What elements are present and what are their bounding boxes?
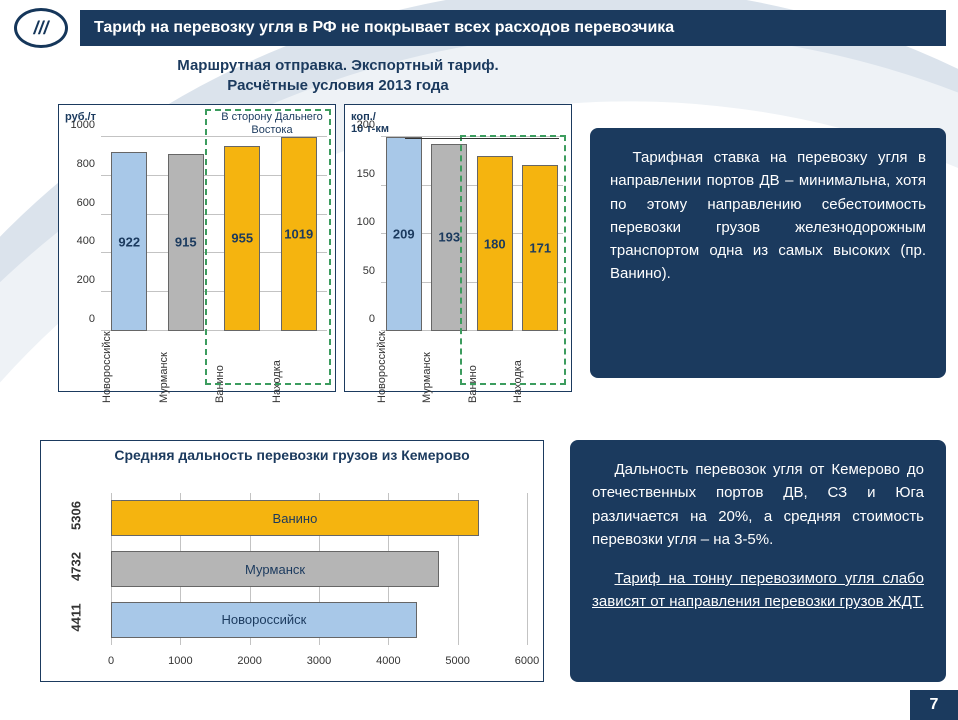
logo-icon: /// — [14, 8, 68, 48]
page-title: Тариф на перевозку угля в РФ не покрывае… — [80, 10, 946, 46]
bar-Находка: 171 — [522, 165, 558, 331]
bar-Находка: 1019 — [281, 137, 317, 331]
chart-tariff-kop-per-10tkm: коп./ 10 т-км 050100150200209193180171 Н… — [344, 104, 572, 392]
section-title: Маршрутная отправка. Экспортный тариф. Р… — [118, 56, 558, 97]
annotation-text-2b: Тариф на тонну перевозимого угля слабо з… — [592, 567, 924, 614]
annotation-text-2a: Дальность перевозок угля от Кемерово до … — [592, 458, 924, 551]
bar-Мурманск: 193 — [431, 144, 467, 331]
chart-tariff-rub-per-ton: руб./т В сторону Дальнего Востока 020040… — [58, 104, 336, 392]
annotation-textbox-2: Дальность перевозок угля от Кемерово до … — [570, 440, 946, 682]
bar-Ванино: 955 — [224, 146, 260, 331]
bar-Ванино: 180 — [477, 156, 513, 331]
annotation-textbox-1: Тарифная ставка на перевозку угля в напр… — [590, 128, 946, 378]
hbar-Новороссийск: Новороссийск — [111, 602, 417, 638]
hbar-Мурманск: Мурманск — [111, 551, 439, 587]
chart-avg-distance-kemerovo: Средняя дальность перевозки грузов из Ке… — [40, 440, 544, 682]
chart2-reference-line — [405, 138, 560, 139]
page-number: 7 — [910, 690, 958, 720]
bar-Новороссийск: 209 — [386, 137, 422, 331]
chart3-title: Средняя дальность перевозки грузов из Ке… — [41, 441, 543, 465]
hbar-Ванино: Ванино — [111, 500, 479, 536]
header: /// Тариф на перевозку угля в РФ не покр… — [0, 6, 958, 50]
bar-Мурманск: 915 — [168, 154, 204, 332]
bar-Новороссийск: 922 — [111, 152, 147, 331]
chart1-dashed-note: В сторону Дальнего Востока — [217, 111, 327, 137]
annotation-text-1: Тарифная ставка на перевозку угля в напр… — [610, 146, 926, 286]
